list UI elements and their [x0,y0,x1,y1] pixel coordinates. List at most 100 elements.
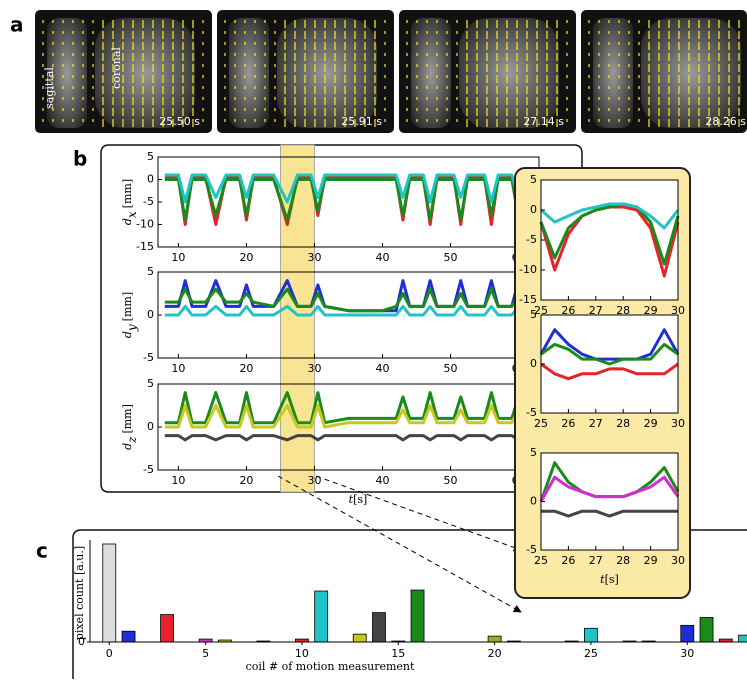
panel-a: 25.50 s sagittal coronal 25.91 s 27.14 s 28.2… [35,10,747,133]
y-tick-label: -5 [526,543,537,556]
y-axis-label: pixel count [a.u.] [73,546,86,640]
panel-label: a [10,13,24,37]
y-tick-label: -5 [143,463,154,476]
y-tick-label: -10 [136,218,154,231]
bar [161,615,174,642]
panel-label: b [73,147,87,171]
x-tick-label: 26 [561,554,575,567]
y-tick-label: -15 [136,240,154,253]
y-tick-label: 5 [530,446,537,459]
y-tick-label: 0 [530,357,537,370]
x-axis-label: coil # of motion measurement [246,660,415,673]
x-tick-label: 50 [444,251,458,264]
x-tick-label: 30 [307,474,321,487]
x-label-unit: [s] [353,493,367,506]
x-tick-label: 30 [671,417,685,430]
page: {"panel_labels":["a","b","c"], "frames":… [0,0,747,683]
bar [584,628,597,642]
x-tick-label: 10 [171,474,185,487]
x-tick-label: 30 [307,362,321,375]
y-tick-label: 0 [147,173,154,186]
y-label-sub: x [125,211,139,218]
bar [353,634,366,642]
x-tick-label: 28 [616,417,630,430]
x-tick-label: 20 [488,647,502,660]
y-tick-label: -15 [519,293,537,306]
plot-area [541,453,678,550]
frame-time: 28.26 s [705,115,746,128]
y-label-unit: [mm] [121,292,134,321]
figure: 25.50 s sagittal coronal 25.91 s 27.14 s 28.2… [0,0,747,679]
y-tick-label: 0 [147,308,154,321]
bar [315,591,328,642]
y-tick-label: 5 [147,377,154,390]
x-tick-label: 40 [376,474,390,487]
y-label-sub: z [125,436,139,444]
bar [411,590,424,642]
y-tick-label: -10 [519,263,537,276]
y-tick-label: -5 [143,195,154,208]
x-tick-label: 50 [444,474,458,487]
x-tick-label: 20 [239,362,253,375]
y-label-sub: y [125,324,139,332]
y-tick-label: 0 [147,420,154,433]
panel-label: c [36,539,48,563]
x-tick-label: 29 [644,554,658,567]
frame-time: 27.14 s [523,115,564,128]
bar [739,635,747,642]
y-tick-label: 0 [530,203,537,216]
x-tick-label: 28 [616,554,630,567]
x-axis-label: t[s] [600,573,619,586]
y-tick-label: 5 [530,173,537,186]
x-tick-label: 25 [584,647,598,660]
x-axis-label: t[s] [349,493,368,506]
y-tick-label: 5 [530,308,537,321]
x-tick-label: 20 [239,251,253,264]
y-tick-label: 5 [147,265,154,278]
y-label-symbol: d [121,443,134,450]
y-tick-label: -5 [526,406,537,419]
x-tick-label: 20 [239,474,253,487]
bar [700,618,713,643]
frame-time: 25.91 s [341,115,382,128]
mri-spine [229,18,269,128]
x-tick-label: 10 [171,251,185,264]
x-tick-label: 27 [589,417,603,430]
bar [103,544,116,642]
bar [488,636,501,642]
mri-spine [411,18,451,128]
x-tick-label: 10 [295,647,309,660]
y-tick-label: -5 [526,233,537,246]
mri-body [459,18,559,128]
y-label-unit: [mm] [121,179,134,208]
x-tick-label: 30 [307,251,321,264]
x-tick-label: 5 [202,647,209,660]
y-tick-label: 5 [147,150,154,163]
x-tick-label: 26 [561,417,575,430]
frame-time: 25.50 s [159,115,200,128]
mri-body [641,18,741,128]
y-label-symbol: d [121,218,134,225]
x-label-unit: [s] [605,573,619,586]
x-tick-label: 0 [106,647,113,660]
y-tick-label: 0 [530,495,537,508]
x-tick-label: 40 [376,251,390,264]
view-label: coronal [110,47,123,89]
bar [681,625,694,642]
x-tick-label: 10 [171,362,185,375]
x-tick-label: 50 [444,362,458,375]
panel-b-box [101,145,582,492]
x-tick-label: 29 [644,417,658,430]
mri-spine [593,18,633,128]
y-label-symbol: d [121,331,134,338]
mri-body [277,18,377,128]
x-tick-label: 27 [589,554,603,567]
y-tick-label: -5 [143,351,154,364]
x-tick-label: 40 [376,362,390,375]
y-label-unit: [mm] [121,404,134,433]
bar [122,631,135,642]
view-label: sagittal [43,67,56,109]
x-tick-label: 15 [391,647,405,660]
x-tick-label: 30 [680,647,694,660]
